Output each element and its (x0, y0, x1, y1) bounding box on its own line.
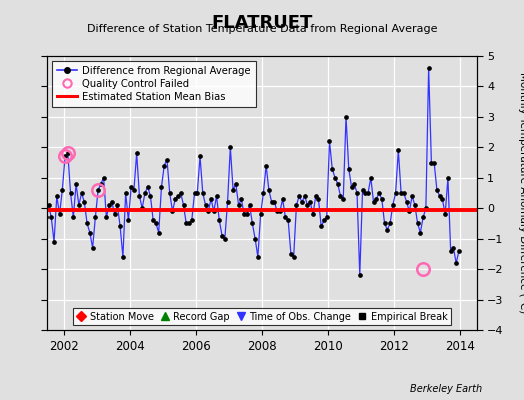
Text: FLATRUET: FLATRUET (211, 14, 313, 32)
Text: Berkeley Earth: Berkeley Earth (410, 384, 482, 394)
Text: Difference of Station Temperature Data from Regional Average: Difference of Station Temperature Data f… (87, 24, 437, 34)
Legend: Station Move, Record Gap, Time of Obs. Change, Empirical Break: Station Move, Record Gap, Time of Obs. C… (72, 308, 452, 326)
Y-axis label: Monthly Temperature Anomaly Difference (°C): Monthly Temperature Anomaly Difference (… (518, 72, 524, 314)
